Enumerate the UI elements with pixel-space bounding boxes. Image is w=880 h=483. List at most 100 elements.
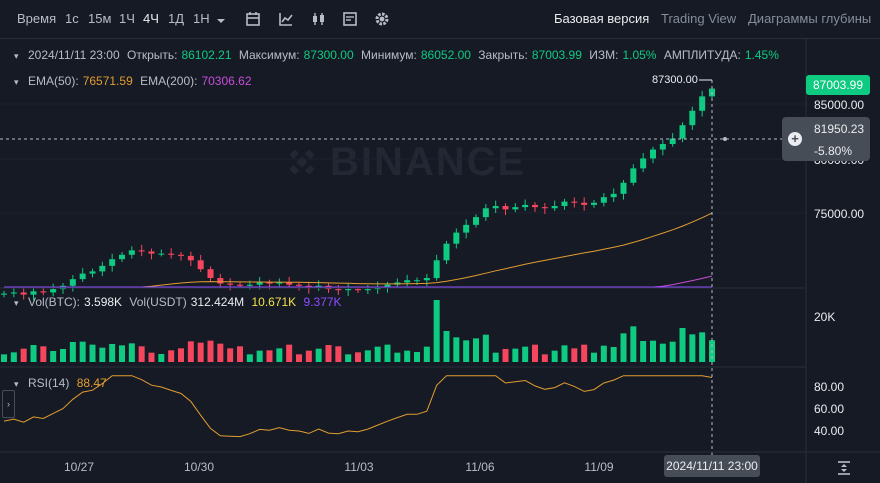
volume-bar: [286, 344, 293, 362]
candle-body: [187, 255, 194, 261]
candle-body: [600, 197, 607, 203]
volume-bar: [40, 346, 47, 362]
candle-body: [364, 289, 371, 291]
volume-bar: [99, 347, 106, 362]
ema200-label: EMA(200):: [140, 74, 198, 88]
candle-body: [79, 273, 86, 280]
change-label: ИЗМ:: [589, 48, 619, 62]
candle-body: [128, 250, 135, 255]
volume-bar: [659, 343, 666, 362]
volume-bar: [571, 348, 578, 362]
volume-bar: [266, 350, 273, 362]
price-axis-label: 85000.00: [814, 98, 865, 112]
candle-body: [492, 206, 499, 209]
volume-bar: [217, 343, 224, 362]
date-label: 11/03: [344, 460, 374, 474]
chevron-down-icon[interactable]: ▾: [14, 77, 19, 87]
open-value: 86102.21: [181, 48, 232, 62]
interval-15m[interactable]: 15м: [88, 11, 112, 26]
vol-btc-value: 3.598K: [84, 295, 123, 309]
candle-body: [256, 282, 263, 285]
candle-body: [640, 158, 647, 169]
candle-body: [679, 125, 686, 139]
interval-1h[interactable]: 1Ч: [119, 11, 135, 26]
candle-body: [20, 292, 27, 295]
candle-type-icon[interactable]: [310, 10, 328, 28]
interval-4h[interactable]: 4Ч: [143, 11, 159, 26]
candle-body: [659, 144, 666, 150]
crosshair-time-badge: 2024/11/11 23:00: [664, 455, 760, 477]
candle-body: [158, 253, 165, 255]
volume-bar: [374, 346, 381, 362]
volume-bar: [414, 352, 420, 362]
candlesticks: [1, 85, 715, 301]
volume-bar: [502, 349, 509, 362]
volume-bar: [1, 354, 7, 362]
volume-bar: [109, 344, 116, 362]
candle-body: [168, 253, 175, 255]
last-price-badge: 87003.99: [806, 75, 870, 95]
gear-icon[interactable]: [373, 10, 391, 28]
layout-icon[interactable]: [341, 10, 359, 28]
volume-bar: [492, 352, 499, 362]
ohlc-row: ▾ 2024/11/11 23:00 Открыть: 86102.21 Макси…: [14, 48, 783, 66]
chevron-down-icon[interactable]: ▾: [14, 379, 19, 389]
volume-axis-label: 20K: [814, 310, 836, 324]
volume-bar: [128, 343, 135, 362]
crosshair-percent: -5.80%: [814, 144, 853, 158]
ema50-value: 76571.59: [82, 74, 133, 88]
rsi-axis-label: 40.00: [814, 424, 845, 438]
volume-bar: [699, 332, 706, 362]
volume-bar: [20, 348, 27, 362]
candle-body: [541, 207, 548, 209]
interval-1d[interactable]: 1Д: [168, 11, 185, 26]
volume-bar: [689, 334, 696, 362]
candle-body: [109, 259, 116, 266]
candle-body: [591, 202, 597, 205]
volume-bar: [364, 350, 371, 362]
candle-body: [669, 138, 676, 144]
chevron-right-icon[interactable]: ›: [2, 390, 15, 418]
view-depth-chart[interactable]: Диаграммы глубины: [748, 11, 872, 26]
chevron-down-icon[interactable]: ▾: [14, 298, 19, 308]
volume-bar: [669, 341, 676, 362]
candle-body: [423, 278, 430, 281]
volume-bar: [600, 345, 607, 362]
candle-body: [551, 206, 558, 209]
candle-body: [89, 271, 96, 274]
volume-bar: [276, 348, 283, 362]
volume-bar: [620, 333, 627, 362]
interval-1w[interactable]: 1Н: [193, 11, 210, 26]
candle-body: [227, 283, 234, 285]
chevron-down-icon[interactable]: [212, 12, 230, 30]
indicator-icon[interactable]: [277, 10, 295, 28]
toolbar: Время 1с 15м 1Ч 4Ч 1Д 1Н Базовая версия …: [0, 0, 880, 39]
candle-body: [561, 201, 568, 207]
plus-icon[interactable]: +: [788, 132, 802, 146]
candle-body: [463, 224, 470, 233]
candle-body: [502, 206, 509, 210]
chevron-down-icon[interactable]: ▾: [14, 51, 19, 61]
volume-bar: [394, 352, 401, 362]
volume-bar: [158, 354, 165, 362]
calendar-icon[interactable]: [244, 10, 262, 28]
view-basic[interactable]: Базовая версия: [554, 11, 650, 26]
candle-body: [355, 289, 361, 291]
volume-bar: [541, 354, 548, 362]
candle-body: [50, 289, 57, 293]
volume-bar: [237, 346, 243, 362]
ema200-value: 70306.62: [201, 74, 252, 88]
volume-bar: [50, 351, 57, 362]
interval-1s[interactable]: 1с: [65, 11, 79, 26]
scale-fit-icon[interactable]: [836, 460, 852, 476]
date-label: 10/30: [183, 460, 215, 474]
volume-bar: [227, 348, 234, 362]
volume-bar: [522, 346, 529, 362]
time-interval-label[interactable]: Время: [17, 11, 57, 26]
view-tradingview[interactable]: Trading View: [661, 11, 737, 26]
volume-bar: [532, 344, 538, 362]
amplitude-label: АМПЛИТУДА:: [663, 48, 741, 62]
candle-body: [384, 284, 391, 287]
candle-body: [237, 284, 243, 286]
